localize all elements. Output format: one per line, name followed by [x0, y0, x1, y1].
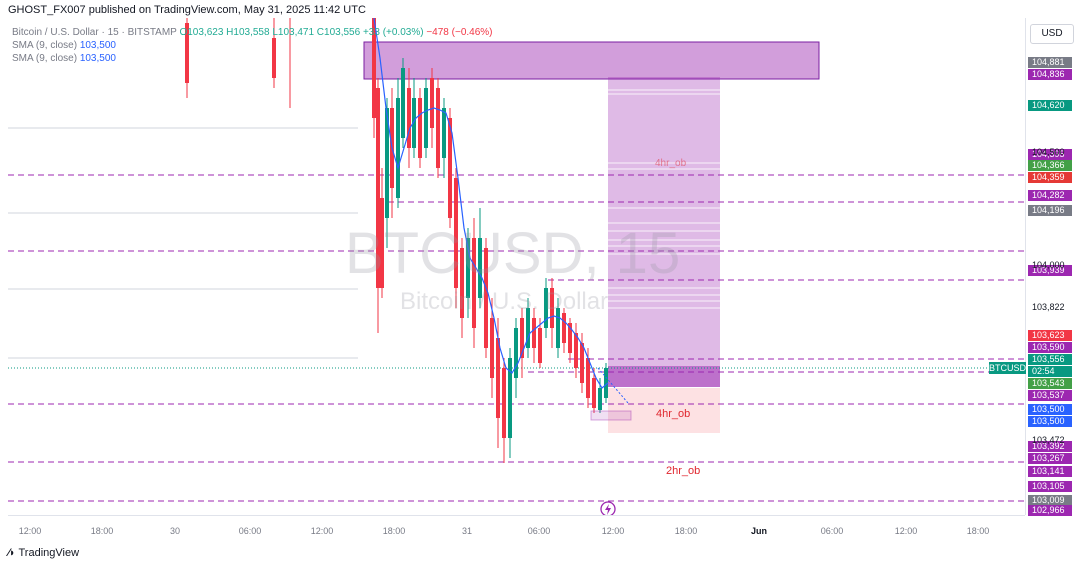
currency-button[interactable]: USD	[1030, 24, 1074, 44]
legend-sma1-label[interactable]: SMA (9, close)	[12, 40, 78, 51]
zone-dark-strip	[608, 366, 720, 387]
time-label: 30	[169, 526, 181, 536]
time-label: Jun	[750, 526, 768, 536]
zone-top-box	[363, 41, 820, 80]
price-text-4: 103,472	[1032, 435, 1065, 445]
price-label: 102,966	[1028, 505, 1072, 516]
price-label: 103,009	[1028, 495, 1072, 506]
top-bar: GHOST_FX007 published on TradingView.com…	[0, 0, 1080, 18]
label-4hr-ob: 4hr_ob	[656, 408, 691, 420]
legend-sma1-value: 103,500	[79, 40, 116, 51]
price-text-2: 104,000	[1032, 260, 1065, 270]
time-label: 06:00	[238, 526, 262, 536]
price-label: 103,392	[1028, 441, 1072, 452]
legend-symbol[interactable]: Bitcoin / U.S. Dollar · 15 · BITSTAMP	[12, 27, 177, 38]
label-4hr-ob-faint: 4hr_ob	[655, 158, 687, 169]
price-label: 103,623	[1028, 330, 1072, 341]
published-caption: GHOST_FX007 published on TradingView.com…	[8, 4, 366, 16]
current-symbol-tag: BTCUSD	[989, 362, 1027, 374]
price-label: 103,267	[1028, 453, 1072, 464]
time-axis[interactable]: 12:00 18:00 30 06:00 12:00 18:00 31 06:00 12:00 1…	[8, 515, 1025, 544]
time-label: 12:00	[601, 526, 625, 536]
price-label: 104,359	[1028, 172, 1072, 183]
price-label: 103,105	[1028, 481, 1072, 492]
zone-pink-box	[608, 388, 720, 433]
price-label: 104,395	[1028, 149, 1072, 160]
price-label: 104,366	[1028, 160, 1072, 171]
level-lines	[8, 174, 1025, 502]
price-label: 103,141	[1028, 466, 1072, 477]
time-label: 12:00	[310, 526, 334, 536]
price-label: 103,500	[1028, 404, 1072, 415]
time-label: 18:00	[966, 526, 990, 536]
price-label: 103,543	[1028, 378, 1072, 389]
candles	[185, 18, 608, 463]
price-label: 103,939	[1028, 265, 1072, 276]
zone-vertical-box	[608, 77, 720, 387]
time-label: 31	[461, 526, 473, 536]
price-label: 104,196	[1028, 205, 1072, 216]
price-label: 104,836	[1028, 69, 1072, 80]
time-label: 12:00	[894, 526, 918, 536]
time-label: 18:00	[90, 526, 114, 536]
price-label: 104,282	[1028, 190, 1072, 201]
legend-sma2-value: 103,500	[79, 53, 116, 64]
chart-plot-area[interactable]	[8, 18, 1025, 515]
price-label: 104,620	[1028, 100, 1072, 111]
price-label: 02:54	[1028, 366, 1072, 377]
time-label: 18:00	[674, 526, 698, 536]
time-label: 12:00	[18, 526, 42, 536]
price-label: 103,537	[1028, 390, 1072, 401]
chart-canvas	[8, 18, 1025, 515]
legend-sma2-label[interactable]: SMA (9, close)	[12, 53, 78, 64]
legend-ohlc: O103,623 H103,558 L103,471 C103,556 +33 …	[179, 27, 424, 38]
price-label: 103,556	[1028, 354, 1072, 365]
time-label: 18:00	[382, 526, 406, 536]
price-text-1: 104,500	[1032, 147, 1065, 157]
footer-brand[interactable]: TradingView	[18, 547, 80, 559]
price-label: 103,590	[1028, 342, 1072, 353]
price-label: 104,881	[1028, 57, 1072, 68]
tradingview-logo-icon: ⁄◗	[8, 547, 16, 559]
sma-line	[373, 18, 609, 389]
time-label: 06:00	[820, 526, 844, 536]
footer: ⁄◗ TradingView	[8, 547, 79, 559]
chart-legend: Bitcoin / U.S. Dollar · 15 · BITSTAMP O1…	[12, 26, 493, 65]
price-label: 103,500	[1028, 416, 1072, 427]
price-text-3: 103,822	[1032, 302, 1065, 312]
zone-stripes	[608, 89, 720, 309]
legend-change: −478 (−0.46%)	[426, 27, 493, 38]
time-label: 06:00	[527, 526, 551, 536]
label-2hr-ob: 2hr_ob	[666, 465, 701, 477]
lightning-icon	[600, 501, 616, 515]
